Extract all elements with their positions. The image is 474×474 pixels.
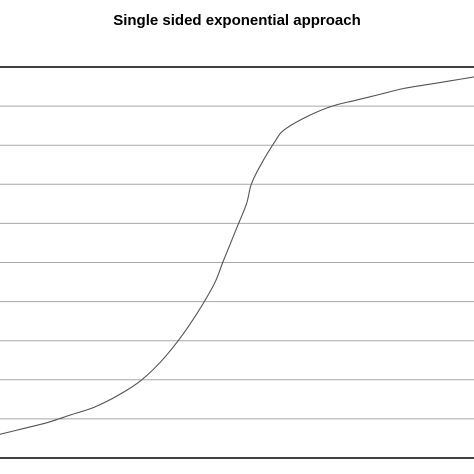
grid-lines	[0, 105, 474, 420]
plot-frame	[0, 66, 474, 459]
series-layer	[0, 76, 474, 435]
chart-title: Single sided exponential approach	[113, 12, 361, 29]
series-line-0	[0, 76, 474, 435]
